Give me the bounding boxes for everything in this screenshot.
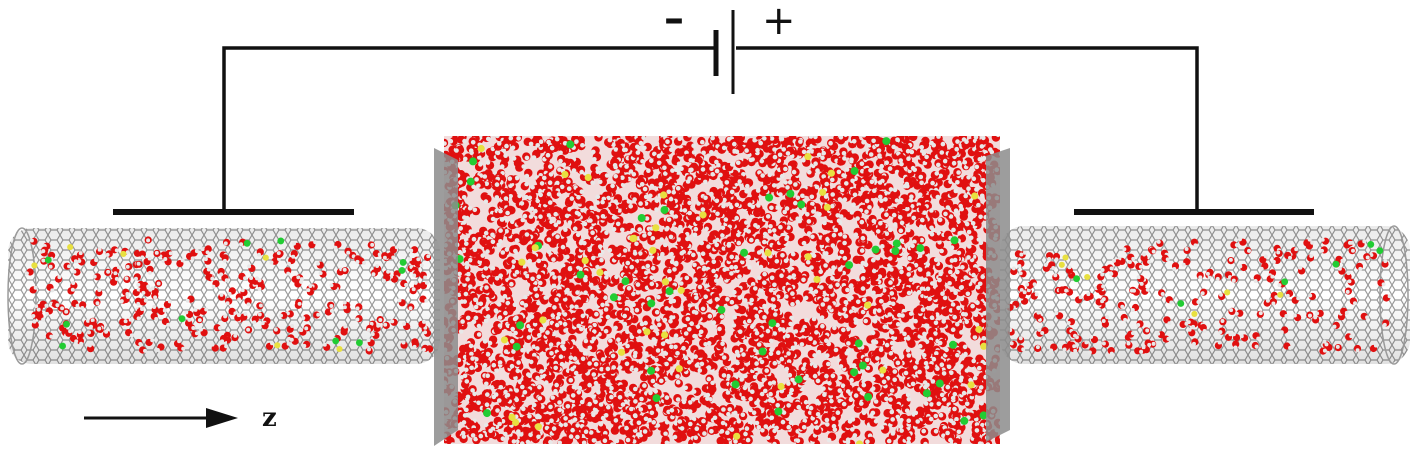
left-wire bbox=[222, 46, 716, 212]
right-nanotube bbox=[1000, 225, 1410, 365]
z-axis-label: z bbox=[262, 403, 277, 433]
battery-positive-symbol: + bbox=[762, 0, 796, 44]
left-tube-water-molecules bbox=[24, 236, 434, 355]
z-axis-arrow-icon bbox=[84, 408, 238, 428]
circuit bbox=[222, 46, 1199, 212]
right-tube-water-molecules bbox=[1005, 237, 1392, 356]
battery-icon bbox=[713, 10, 735, 94]
left-nanotube bbox=[7, 227, 440, 365]
right-membrane-sheet bbox=[986, 148, 1010, 442]
battery-negative-symbol: – bbox=[664, 0, 684, 42]
right-wire bbox=[736, 46, 1199, 212]
left-membrane-sheet bbox=[434, 148, 458, 446]
water-reservoir bbox=[444, 136, 1000, 444]
